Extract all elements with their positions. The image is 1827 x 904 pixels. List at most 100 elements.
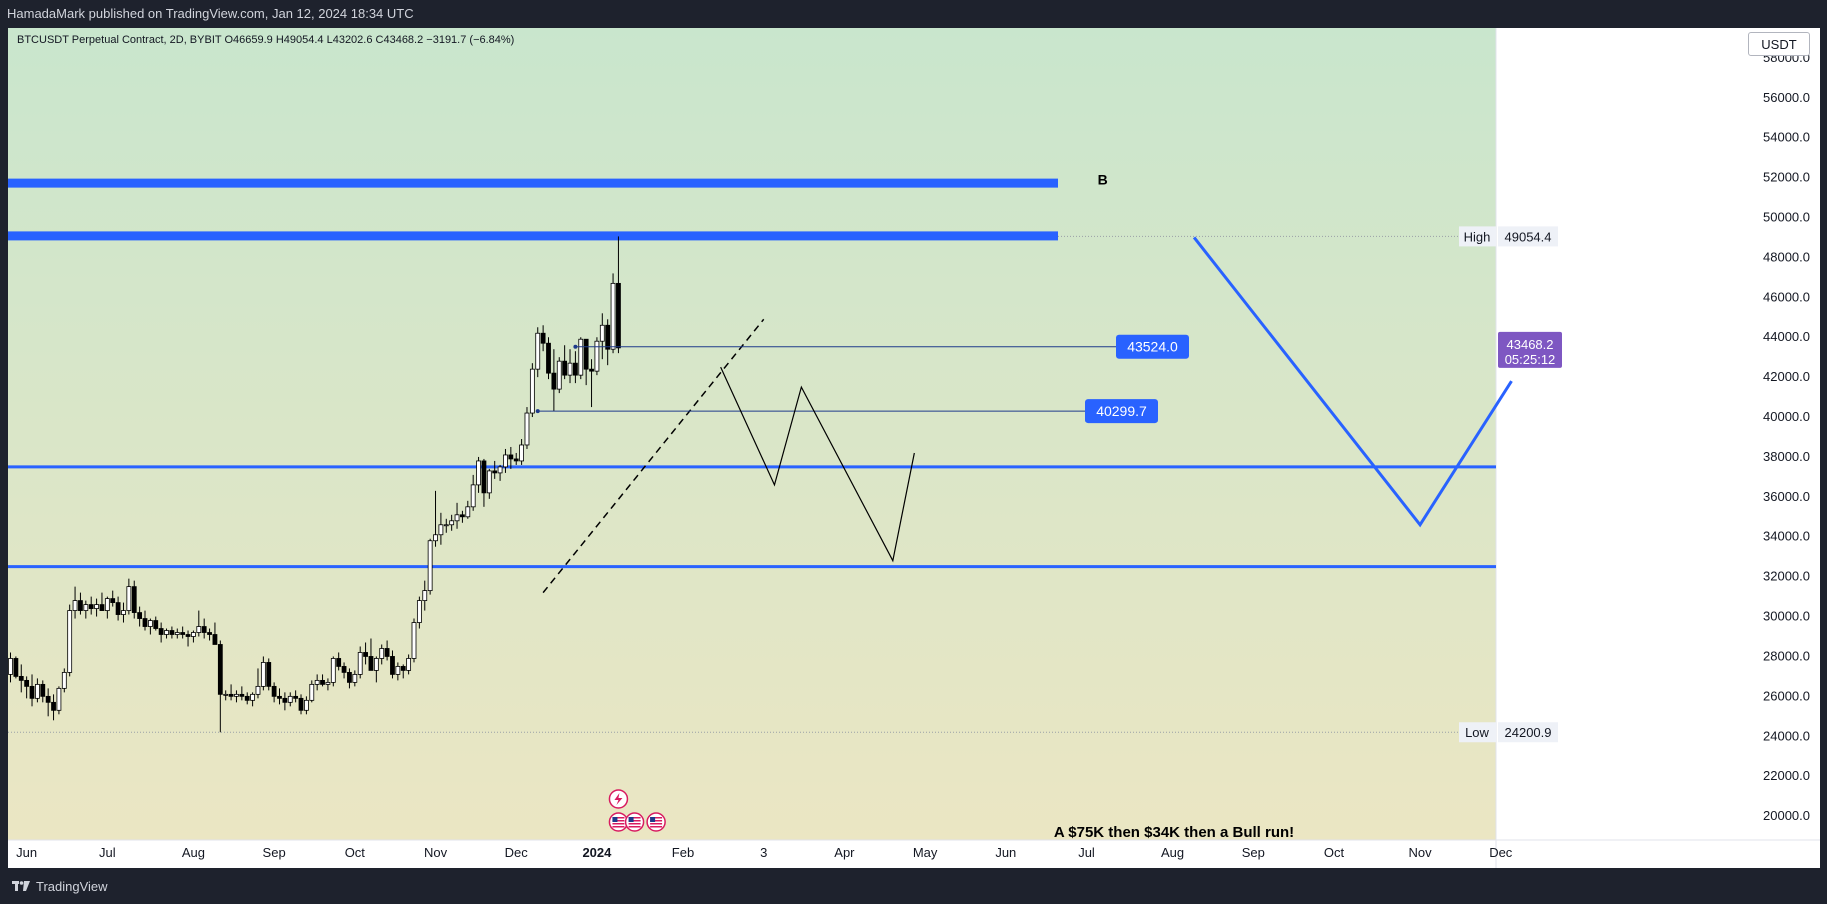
candle-body[interactable] [330, 658, 336, 683]
candle-body[interactable] [379, 648, 385, 659]
candle-body[interactable] [599, 324, 605, 342]
candle-body[interactable] [287, 695, 293, 703]
candle-body[interactable] [556, 360, 562, 390]
candle-body[interactable] [169, 630, 175, 635]
candle-body[interactable] [314, 679, 320, 685]
candle-body[interactable] [293, 695, 299, 699]
candle-body[interactable] [336, 658, 342, 667]
candle-body[interactable] [465, 506, 471, 518]
candle-body[interactable] [260, 662, 266, 687]
candle-body[interactable] [180, 632, 186, 635]
candle-body[interactable] [282, 697, 288, 703]
candle-body[interactable] [433, 534, 438, 542]
candle-body[interactable] [513, 458, 519, 462]
candle-body[interactable] [427, 540, 433, 592]
candle-body[interactable] [309, 683, 315, 701]
candle-body[interactable] [529, 368, 535, 414]
candle-body[interactable] [573, 362, 578, 376]
candle-body[interactable] [45, 695, 51, 703]
candle-body[interactable] [567, 362, 573, 376]
projection-path-black[interactable] [720, 366, 915, 563]
candle-body[interactable] [244, 695, 250, 701]
candle-body[interactable] [271, 685, 277, 697]
candle-body[interactable] [277, 695, 282, 699]
candle-body[interactable] [325, 681, 331, 685]
candle-body[interactable] [212, 634, 218, 645]
candle-body[interactable] [449, 520, 455, 526]
candle-body[interactable] [223, 693, 229, 696]
candle-body[interactable] [147, 620, 153, 627]
candle-body[interactable] [320, 679, 325, 685]
candle-body[interactable] [551, 372, 557, 390]
candle-body[interactable] [153, 620, 159, 629]
candle-body[interactable] [51, 701, 56, 711]
candle-body[interactable] [443, 524, 449, 527]
candle-body[interactable] [83, 604, 89, 611]
candle-body[interactable] [497, 466, 503, 474]
candle-body[interactable] [72, 600, 78, 611]
us-flag-icon[interactable] [608, 812, 629, 832]
candle-body[interactable] [406, 658, 412, 671]
candle-body[interactable] [400, 666, 406, 671]
candle-body[interactable] [239, 693, 245, 697]
us-flag-icon[interactable] [624, 812, 645, 832]
candle-body[interactable] [535, 332, 541, 370]
candle-body[interactable] [583, 338, 589, 370]
candle-body[interactable] [250, 693, 256, 701]
price-label-box[interactable] [1116, 334, 1189, 359]
chart-area[interactable]: 43524.0 40299.7 B A $75K then $34K then a B… [8, 28, 1820, 868]
candle-body[interactable] [519, 444, 525, 462]
tradingview-logo-icon[interactable] [12, 880, 30, 892]
last-price-box[interactable] [1498, 331, 1562, 368]
candle-body[interactable] [8, 658, 13, 675]
candle-body[interactable] [255, 685, 261, 695]
candle-body[interactable] [373, 658, 379, 671]
candle-body[interactable] [384, 648, 390, 657]
candle-body[interactable] [486, 470, 492, 494]
candle-body[interactable] [158, 628, 164, 635]
candle-body[interactable] [357, 652, 363, 675]
candle-body[interactable] [352, 674, 358, 683]
candle-body[interactable] [217, 644, 223, 695]
candle-body[interactable] [508, 454, 514, 460]
candle-body[interactable] [266, 662, 272, 687]
candle-body[interactable] [562, 360, 568, 376]
resistance-band-upper[interactable] [8, 178, 1058, 188]
candle-body[interactable] [524, 412, 530, 446]
candle-body[interactable] [546, 342, 551, 374]
candle-body[interactable] [34, 683, 40, 699]
candle-body[interactable] [341, 666, 347, 673]
candle-body[interactable] [191, 632, 196, 637]
candle-body[interactable] [470, 484, 476, 508]
dashed-trendline[interactable] [542, 318, 765, 594]
candle-body[interactable] [578, 338, 584, 376]
candle-body[interactable] [594, 340, 600, 372]
candle-body[interactable] [94, 604, 99, 609]
candle-body[interactable] [126, 586, 132, 611]
price-label-box[interactable] [1085, 399, 1158, 424]
candle-body[interactable] [234, 693, 239, 697]
candle-body[interactable] [61, 672, 67, 689]
currency-button[interactable]: USDT [1748, 32, 1810, 56]
candle-body[interactable] [610, 282, 616, 350]
candle-body[interactable] [422, 590, 428, 601]
candle-body[interactable] [589, 368, 594, 372]
candle-body[interactable] [24, 679, 30, 687]
candle-body[interactable] [303, 699, 309, 711]
candle-body[interactable] [56, 687, 62, 711]
us-flag-icon[interactable] [646, 812, 666, 832]
candle-body[interactable] [29, 685, 35, 699]
resistance-band-lower[interactable] [8, 231, 1058, 241]
candle-body[interactable] [395, 666, 401, 675]
candle-body[interactable] [438, 524, 444, 536]
candle-body[interactable] [137, 612, 143, 619]
candle-body[interactable] [416, 600, 422, 623]
annotation-b[interactable]: B [1098, 172, 1108, 188]
projection-path-blue[interactable] [1192, 236, 1513, 528]
candle-body[interactable] [196, 626, 202, 633]
candle-body[interactable] [411, 622, 417, 659]
candle-body[interactable] [104, 598, 110, 611]
candle-body[interactable] [201, 626, 207, 633]
candle-body[interactable] [390, 656, 395, 675]
candle-body[interactable] [492, 470, 498, 474]
